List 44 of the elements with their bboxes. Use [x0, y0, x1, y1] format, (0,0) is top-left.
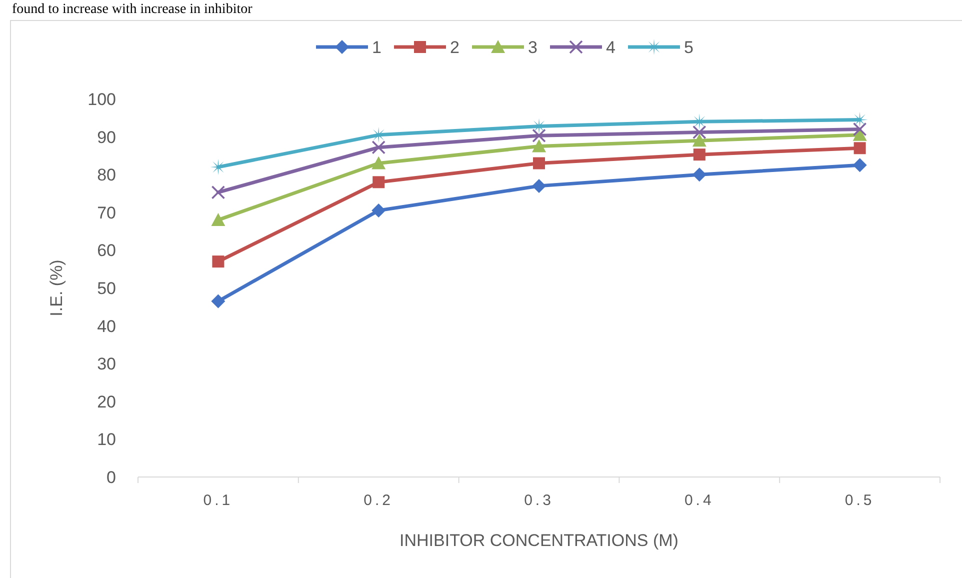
y-tick-label: 10	[97, 430, 116, 450]
y-tick-label: 70	[97, 203, 116, 222]
point	[532, 178, 546, 193]
point	[372, 140, 386, 154]
point	[854, 142, 866, 154]
point	[692, 168, 706, 182]
point	[693, 148, 706, 161]
x-tick-label: 0.4	[684, 492, 714, 509]
y-tick-label: 0	[106, 468, 116, 487]
point	[692, 125, 706, 140]
y-tick-label: 20	[97, 392, 116, 412]
y-tick-label: 30	[97, 354, 116, 374]
point	[210, 159, 226, 176]
y-tick-label: 60	[97, 241, 116, 260]
legend-label: 3	[528, 38, 538, 57]
x-tick-label: 0.3	[524, 492, 554, 509]
x-tick-label: 0.1	[203, 492, 234, 509]
y-tick-label: 50	[97, 278, 116, 298]
y-tick-label: 100	[88, 90, 116, 109]
legend-label: 4	[606, 38, 616, 57]
point	[372, 176, 385, 188]
y-axis-title: I.E. (%)	[47, 260, 66, 316]
point	[211, 294, 226, 308]
point	[533, 157, 545, 170]
y-tick-label: 90	[97, 128, 116, 147]
x-tick-label: 0.5	[844, 492, 875, 509]
legend-label: 5	[684, 38, 694, 57]
point	[211, 185, 226, 200]
point	[372, 204, 386, 218]
point	[852, 122, 867, 136]
x-axis-title: INHIBITOR CONCENTRATIONS (M)	[400, 531, 678, 550]
point	[211, 212, 226, 226]
point	[532, 139, 546, 152]
point	[532, 128, 546, 143]
y-tick-label: 80	[97, 166, 116, 185]
x-tick-label: 0.2	[364, 492, 394, 509]
point	[852, 158, 867, 172]
point	[372, 156, 386, 170]
text: found to increase with increase in inhibitor	[12, 2, 253, 17]
legend-label: 2	[450, 38, 460, 57]
y-tick-label: 40	[97, 316, 116, 336]
point	[692, 134, 706, 147]
point	[212, 256, 224, 268]
legend-label: 1	[372, 38, 382, 57]
